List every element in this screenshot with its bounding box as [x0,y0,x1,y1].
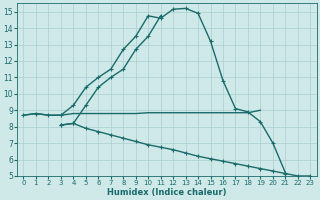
X-axis label: Humidex (Indice chaleur): Humidex (Indice chaleur) [107,188,227,197]
